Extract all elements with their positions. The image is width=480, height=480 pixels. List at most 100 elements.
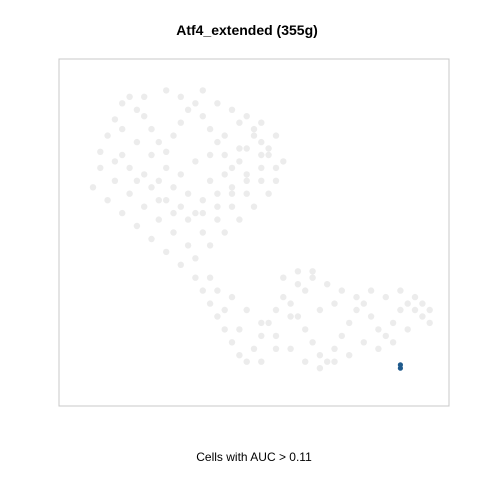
cell-point	[382, 293, 389, 301]
cell-point	[148, 184, 155, 191]
cell-point	[397, 306, 404, 314]
cell-point	[338, 332, 345, 340]
cell-point	[199, 197, 206, 204]
cell-point	[272, 177, 280, 184]
cell-point	[221, 306, 228, 314]
cell-point	[287, 300, 294, 307]
cell-point	[119, 100, 126, 107]
cell-point	[294, 313, 302, 320]
cell-point	[294, 268, 302, 275]
cell-point	[280, 293, 287, 301]
cell-point	[236, 326, 243, 333]
cell-point	[258, 138, 265, 146]
cell-point	[411, 306, 419, 314]
cell-point	[141, 113, 148, 120]
cell-point	[184, 242, 192, 249]
cell-point	[375, 326, 382, 333]
cell-point	[177, 171, 184, 178]
cell-point	[265, 319, 272, 327]
cell-point	[199, 209, 206, 217]
cell-point	[302, 358, 309, 365]
cell-point	[258, 177, 265, 184]
cell-point	[367, 313, 375, 320]
x-axis-label: Cells with AUC > 0.11	[196, 450, 312, 464]
cell-point	[228, 203, 236, 210]
cell-point	[177, 203, 184, 210]
cell-point	[119, 125, 126, 133]
cell-point	[111, 116, 119, 123]
cell-point	[192, 255, 199, 262]
cell-point	[214, 216, 221, 223]
cell-point	[170, 132, 177, 139]
cell-point	[206, 242, 214, 249]
chart-title: Atf4_extended (355g)	[176, 22, 318, 38]
cell-point	[353, 306, 360, 314]
cell-point	[199, 287, 206, 294]
cell-point	[419, 313, 426, 320]
cell-point	[97, 164, 104, 172]
cell-point	[236, 158, 243, 165]
cell-point	[148, 235, 155, 243]
cell-point	[404, 300, 411, 307]
cell-point	[206, 151, 214, 159]
cell-point	[133, 222, 141, 230]
cell-point	[272, 345, 280, 352]
cell-point	[155, 197, 162, 204]
cell-point	[155, 138, 162, 146]
cell-point	[141, 171, 148, 178]
cell-point	[250, 132, 258, 139]
cell-point	[192, 209, 199, 217]
cell-point	[184, 106, 192, 114]
cell-point	[133, 177, 141, 184]
cell-point	[236, 145, 243, 152]
cell-point	[221, 171, 228, 178]
cell-point	[199, 113, 206, 120]
cell-point	[397, 287, 404, 294]
cell-point	[170, 229, 177, 236]
cell-point	[192, 158, 199, 165]
cell-point	[243, 306, 250, 314]
cell-point	[324, 281, 331, 288]
cell-point	[258, 119, 265, 126]
cell-point	[214, 190, 221, 197]
cell-point	[316, 365, 324, 372]
cell-point	[316, 352, 324, 359]
cell-point	[155, 216, 162, 223]
cell-point	[206, 177, 214, 184]
cell-point	[214, 203, 221, 210]
cell-point	[272, 132, 280, 139]
cell-point	[228, 164, 236, 172]
cell-point	[104, 132, 111, 139]
cell-point	[426, 319, 433, 327]
cell-point	[287, 345, 294, 352]
background-cells-layer	[89, 87, 433, 372]
cell-point	[243, 145, 250, 152]
cell-point	[280, 158, 287, 165]
cell-point	[272, 164, 280, 172]
cell-point	[126, 93, 133, 101]
cell-point	[411, 293, 419, 301]
cell-point	[177, 261, 184, 268]
cell-point	[228, 339, 236, 346]
cell-point	[126, 190, 133, 197]
cell-point	[331, 300, 338, 307]
cell-point	[382, 332, 389, 340]
cell-point	[250, 203, 258, 210]
cell-point	[221, 132, 228, 139]
cell-point	[228, 184, 236, 191]
cell-point	[141, 93, 148, 101]
cell-point	[338, 287, 345, 294]
cell-point	[111, 177, 119, 184]
cell-point	[228, 106, 236, 114]
cell-point	[375, 345, 382, 352]
cell-point	[206, 125, 214, 133]
cell-point	[272, 332, 280, 340]
cell-point	[258, 332, 265, 340]
cell-point	[111, 158, 119, 165]
highlighted-cells-layer	[397, 362, 403, 371]
cell-point	[243, 358, 250, 365]
cell-point	[309, 274, 316, 281]
cell-point	[360, 300, 367, 307]
cell-point	[119, 209, 126, 217]
cell-point	[258, 358, 265, 365]
